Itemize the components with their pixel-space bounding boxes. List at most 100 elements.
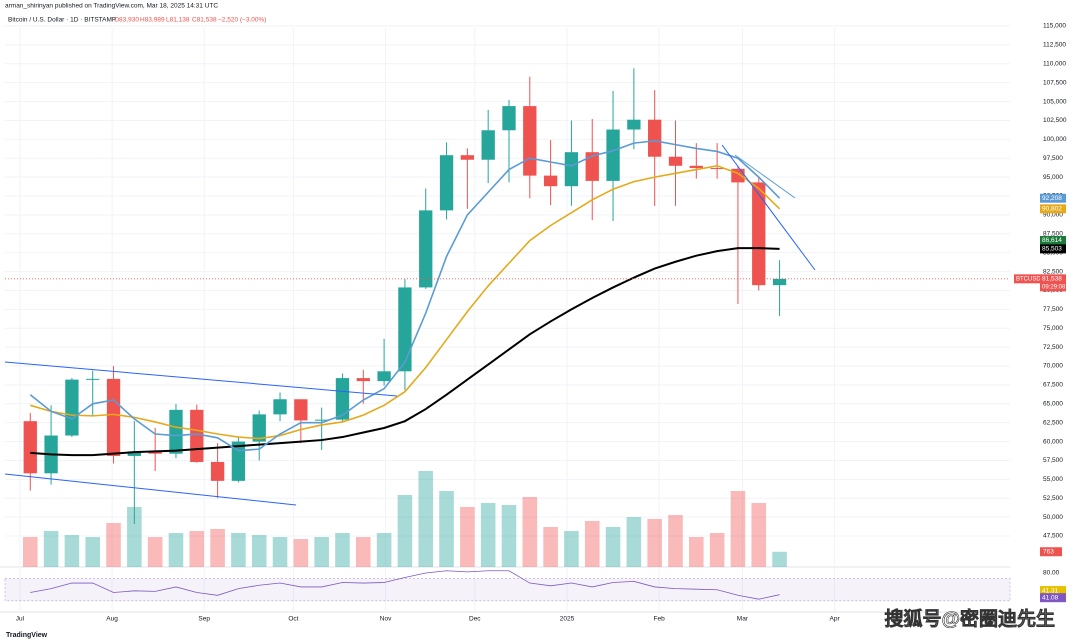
y-tick-label: 82,500 xyxy=(1043,268,1063,275)
y-tick-label: 90,000 xyxy=(1043,212,1063,219)
volume-bar xyxy=(251,535,267,567)
candle-body xyxy=(564,152,579,187)
candle-body xyxy=(668,156,683,166)
x-tick-label: Apr xyxy=(830,616,841,623)
volume-bar xyxy=(127,507,142,567)
y-tick-label: 105,000 xyxy=(1043,98,1067,105)
y-tick-label: 102,500 xyxy=(1043,117,1067,124)
volume-bar xyxy=(584,521,600,567)
candle-body xyxy=(315,419,329,421)
price-label-box xyxy=(1040,193,1066,203)
volume-bar xyxy=(106,523,121,567)
volume-bar xyxy=(543,527,558,567)
volume-bar xyxy=(689,537,704,567)
price-label: 81,538 xyxy=(1042,276,1062,283)
moving-average xyxy=(29,140,781,452)
candle-body xyxy=(627,119,641,130)
y-tick-label: 107,500 xyxy=(1043,79,1067,86)
y-tick-label: 77,500 xyxy=(1043,306,1063,313)
volume-bar xyxy=(626,517,642,567)
x-tick-label: Jul xyxy=(16,616,25,623)
moving-average xyxy=(30,247,780,457)
candle-body xyxy=(148,451,162,454)
candle-body xyxy=(169,409,183,454)
trendline xyxy=(734,154,796,199)
volume-bar xyxy=(605,527,621,567)
price-label: 41.08 xyxy=(1042,594,1059,601)
ohlc-change: −2,520 (−3.00%) xyxy=(218,17,266,24)
trendlines xyxy=(4,144,816,506)
volume-bar xyxy=(522,497,538,567)
y-tick-label: 67,500 xyxy=(1043,382,1063,389)
footer-logo: TradingView xyxy=(6,632,48,639)
volume-bar xyxy=(647,519,662,567)
y-tick-label: 75,000 xyxy=(1043,325,1063,332)
candle-body xyxy=(439,155,454,211)
watermark: 搜狐号@密圈迪先生 xyxy=(884,607,1055,630)
rsi-tick-label: 80.00 xyxy=(1043,570,1060,577)
y-tick-label: 97,500 xyxy=(1043,155,1063,162)
ohlc-high: H83,989 xyxy=(140,17,165,24)
volume-bar xyxy=(460,507,475,567)
volume-bar xyxy=(335,533,350,567)
x-tick-label: Nov xyxy=(380,616,392,623)
price-label-box xyxy=(1040,274,1066,292)
volume-bar xyxy=(22,537,38,567)
x-tick-label: Oct xyxy=(288,616,298,623)
price-label: 92,208 xyxy=(1042,195,1062,202)
candle-body xyxy=(523,106,537,176)
price-label-box xyxy=(1040,593,1066,603)
volume-bar xyxy=(64,535,80,567)
y-tick-label: 100,000 xyxy=(1043,136,1067,143)
volume-bar xyxy=(730,491,746,567)
price-label: 86,614 xyxy=(1042,237,1062,244)
volume-bar xyxy=(85,537,100,567)
volume-bar xyxy=(668,515,683,567)
volume-bar xyxy=(480,503,496,567)
candle-body xyxy=(252,414,266,442)
candle-body xyxy=(585,152,599,181)
x-tick-label: 2025 xyxy=(560,616,575,623)
candle-body xyxy=(210,461,225,481)
moving-average xyxy=(30,164,781,440)
price-label-box xyxy=(1040,235,1066,245)
y-tick-label: 72,500 xyxy=(1043,344,1063,351)
y-tick-label: 65,000 xyxy=(1043,401,1063,408)
y-tick-label: 95,000 xyxy=(1043,174,1063,181)
symbol-box xyxy=(1014,274,1040,284)
volume-bar xyxy=(564,531,579,567)
symbol-label: BTCUSD xyxy=(1016,276,1041,282)
candle-body xyxy=(231,441,246,481)
candle-body xyxy=(294,399,308,421)
volume-bar xyxy=(231,533,246,567)
y-tick-label: 52,500 xyxy=(1043,495,1063,502)
y-tick-label: 112,500 xyxy=(1043,42,1066,49)
chart-title: Bitcoin / U.S. Dollar · 1D · BITSTAMP xyxy=(8,17,116,24)
trendline xyxy=(721,144,816,271)
candle-body xyxy=(772,278,787,286)
candle-body xyxy=(710,168,724,170)
candle-body xyxy=(752,182,766,286)
candle-body xyxy=(273,399,287,415)
price-label-box xyxy=(1040,244,1066,254)
price-label: 85,503 xyxy=(1042,246,1062,253)
volume-bar xyxy=(314,537,329,567)
y-tick-label: 87,500 xyxy=(1043,231,1063,238)
volume-bar xyxy=(397,495,413,567)
candle-body xyxy=(86,378,100,380)
price-label-box xyxy=(1040,586,1066,596)
price-label: 90,802 xyxy=(1042,206,1062,213)
x-tick-label: Sep xyxy=(198,616,210,623)
candle-body xyxy=(127,451,142,456)
y-tick-label: 62,500 xyxy=(1043,419,1063,426)
candle-body xyxy=(335,378,350,420)
volume-bar xyxy=(709,533,725,567)
candle-body xyxy=(23,421,37,474)
candle-body xyxy=(606,129,620,181)
price-label: 41.31 xyxy=(1042,587,1059,594)
ohlc-close: C81,538 xyxy=(192,17,217,24)
candle-body xyxy=(460,155,475,160)
trendline xyxy=(4,361,398,397)
volume-bar xyxy=(418,471,434,567)
y-tick-label: 50,000 xyxy=(1043,514,1063,521)
